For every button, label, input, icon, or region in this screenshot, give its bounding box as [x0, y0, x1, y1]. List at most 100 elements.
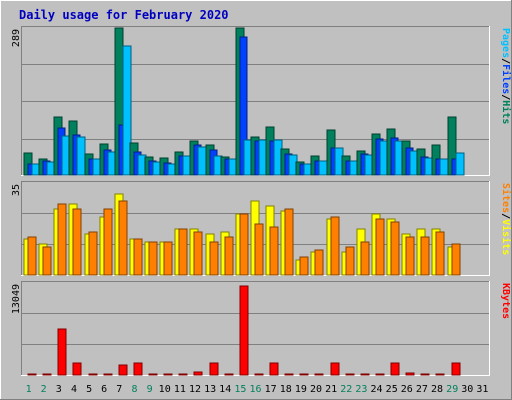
x-tick-label-day-24: 24	[370, 384, 382, 395]
bar-kbytes-day-18	[284, 373, 294, 376]
bar-pages-day-7	[122, 45, 132, 176]
bar-kbytes-day-28	[435, 373, 445, 376]
bar-sites-day-4	[72, 208, 82, 276]
bar-sites-day-1	[27, 236, 37, 276]
bar-sites-day-2	[42, 246, 52, 276]
x-tick-label-day-5: 5	[86, 384, 92, 395]
bar-kbytes-day-24	[375, 373, 385, 376]
x-tick-label-day-27: 27	[416, 384, 428, 395]
x-tick-label-day-31: 31	[476, 384, 488, 395]
bar-sites-day-29	[451, 243, 461, 276]
bar-sites-day-11	[178, 228, 188, 276]
bar-kbytes-day-26	[405, 372, 415, 376]
x-tick-label-day-16: 16	[249, 384, 261, 395]
panel-hits-files-pages: 289 Pages/Files/Hits	[11, 26, 512, 176]
panel-plot-area	[21, 281, 490, 376]
right-label-files: Files	[500, 64, 512, 94]
x-tick-label-day-29: 29	[446, 384, 458, 395]
bar-sites-day-17	[269, 226, 279, 276]
bar-sites-day-22	[345, 246, 355, 276]
x-tick-label-day-19: 19	[295, 384, 307, 395]
x-tick-label-day-25: 25	[386, 384, 398, 395]
panels: 289 Pages/Files/Hits 35 Sites/Visits 13049 KB…	[11, 26, 512, 376]
x-tick-label-day-10: 10	[159, 384, 171, 395]
bar-sites-day-10	[163, 241, 173, 276]
x-tick-label-day-22: 22	[340, 384, 352, 395]
x-tick-label-day-23: 23	[355, 384, 367, 395]
bar-pages-day-4	[76, 136, 86, 176]
bar-sites-day-7	[118, 200, 128, 276]
x-tick-label-day-1: 1	[26, 384, 32, 395]
bar-kbytes-day-12	[193, 371, 203, 376]
x-tick-label-day-17: 17	[265, 384, 277, 395]
bar-sites-day-6	[103, 208, 113, 276]
bar-sites-day-3	[57, 203, 67, 276]
bar-kbytes-day-27	[420, 373, 430, 376]
x-axis-labels: 1 2 3 4 5 6 7 8 9 10 11 12 13 14 15 16 17 18 19 20 21 22 23 24 2…	[26, 384, 489, 395]
right-label: Pages/Files/Hits	[500, 28, 512, 124]
right-label-kbytes: KBytes	[500, 283, 511, 319]
x-tick-label-day-6: 6	[101, 384, 107, 395]
bar-sites-day-25	[390, 221, 400, 276]
bar-kbytes-day-1	[27, 373, 37, 376]
right-label-separator: /	[500, 94, 511, 100]
x-tick-label-day-12: 12	[189, 384, 201, 395]
right-label: KBytes	[500, 283, 511, 319]
bar-kbytes-day-15	[239, 285, 249, 376]
bar-sites-day-20	[314, 249, 324, 276]
bar-sites-day-15	[239, 213, 249, 276]
bar-kbytes-day-20	[314, 373, 324, 376]
y-max-label: 289	[11, 29, 22, 47]
x-tick-label-day-21: 21	[325, 384, 337, 395]
x-tick-label-day-11: 11	[174, 384, 186, 395]
bar-sites-day-13	[209, 241, 219, 276]
right-label-separator: /	[500, 213, 511, 219]
bar-kbytes-day-13	[209, 362, 219, 376]
y-max-label: 35	[11, 184, 22, 196]
right-label-separator: /	[500, 58, 511, 64]
right-label: Sites/Visits	[500, 183, 512, 255]
bar-kbytes-day-29	[451, 362, 461, 376]
x-tick-label-day-9: 9	[147, 384, 153, 395]
bar-pages-day-12	[197, 146, 207, 176]
x-tick-label-day-26: 26	[401, 384, 413, 395]
x-tick-label-day-4: 4	[71, 384, 77, 395]
x-tick-label-day-7: 7	[116, 384, 122, 395]
panel-visits-sites: 35 Sites/Visits	[11, 181, 512, 276]
y-max-label: 13049	[11, 284, 22, 314]
bar-kbytes-day-25	[390, 362, 400, 376]
x-tick-label-day-30: 30	[461, 384, 473, 395]
bar-kbytes-day-21	[330, 362, 340, 376]
bar-kbytes-day-23	[360, 373, 370, 376]
bar-kbytes-day-4	[72, 362, 82, 376]
bar-kbytes-day-22	[345, 373, 355, 376]
bar-pages-day-29	[455, 152, 465, 176]
bar-kbytes-day-17	[269, 362, 279, 376]
bar-sites-day-21	[330, 216, 340, 276]
bar-kbytes-day-10	[163, 373, 173, 376]
x-tick-label-day-18: 18	[280, 384, 292, 395]
bar-sites-day-28	[435, 231, 445, 276]
panel-kbytes: 13049 KBytes	[11, 281, 511, 376]
bar-sites-day-9	[148, 241, 158, 276]
x-tick-label-day-8: 8	[131, 384, 137, 395]
x-tick-label-day-14: 14	[219, 384, 231, 395]
bar-sites-day-19	[299, 256, 309, 276]
bar-kbytes-day-16	[254, 373, 264, 376]
bar-sites-day-14	[224, 236, 234, 276]
bar-kbytes-day-2	[42, 373, 52, 376]
bar-sites-day-12	[193, 231, 203, 276]
right-label-hits: Hits	[500, 100, 512, 124]
x-tick-label-day-13: 13	[204, 384, 216, 395]
bar-kbytes-day-6	[103, 373, 113, 376]
bar-kbytes-day-14	[224, 373, 234, 376]
bar-kbytes-day-11	[178, 373, 188, 376]
bar-pages-day-28	[439, 158, 449, 176]
bar-kbytes-day-9	[148, 373, 158, 376]
bar-kbytes-day-5	[88, 373, 98, 376]
bar-sites-day-23	[360, 241, 370, 276]
bar-sites-day-5	[88, 231, 98, 276]
x-tick-label-day-15: 15	[234, 384, 246, 395]
bar-sites-day-8	[133, 238, 143, 276]
